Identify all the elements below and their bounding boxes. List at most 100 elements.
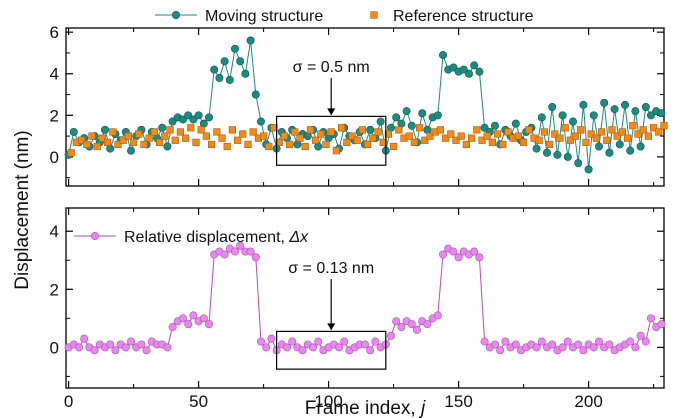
reference-point bbox=[176, 128, 185, 136]
moving-point bbox=[199, 119, 208, 128]
moving-point bbox=[402, 107, 411, 116]
top-y-tick-label: 4 bbox=[50, 65, 59, 84]
relative-point bbox=[646, 314, 655, 323]
relative-point bbox=[127, 337, 136, 346]
moving-point bbox=[605, 148, 614, 157]
reference-point bbox=[644, 132, 652, 140]
reference-point bbox=[249, 128, 257, 136]
relative-point bbox=[298, 346, 307, 355]
reference-point bbox=[421, 136, 429, 144]
moving-point bbox=[225, 75, 234, 84]
x-axis-label-text: Frame index, bbox=[305, 398, 421, 419]
moving-point bbox=[568, 117, 577, 126]
moving-point bbox=[574, 159, 583, 168]
moving-point bbox=[189, 115, 198, 124]
moving-point bbox=[407, 121, 416, 130]
reference-point bbox=[488, 138, 497, 146]
reference-point bbox=[88, 132, 96, 140]
relative-point bbox=[163, 343, 172, 352]
moving-point bbox=[376, 117, 385, 126]
top-plot-frame bbox=[65, 27, 665, 187]
relative-point bbox=[256, 337, 265, 346]
x-axis-label-variable: j bbox=[418, 398, 426, 419]
reference-point bbox=[478, 136, 486, 144]
reference-point bbox=[223, 142, 231, 151]
relative-point bbox=[236, 241, 245, 250]
top-sigma-label: σ = 0.5 nm bbox=[293, 59, 370, 76]
reference-point bbox=[239, 130, 247, 138]
relative-point bbox=[205, 320, 214, 329]
legend-relative-label: Relative displacement, Δx bbox=[124, 229, 309, 246]
moving-point bbox=[600, 98, 609, 107]
relative-point bbox=[496, 346, 505, 355]
legend-moving-marker bbox=[172, 11, 181, 20]
reference-point bbox=[161, 132, 169, 140]
relative-point bbox=[407, 320, 416, 329]
reference-point bbox=[67, 149, 75, 157]
reference-point bbox=[374, 128, 382, 136]
reference-point bbox=[93, 142, 101, 151]
moving-point bbox=[610, 105, 619, 114]
moving-point bbox=[532, 144, 541, 153]
top-y-tick-label: 2 bbox=[50, 106, 59, 125]
moving-point bbox=[184, 111, 193, 120]
reference-point bbox=[577, 126, 585, 134]
moving-point bbox=[537, 113, 546, 122]
moving-point bbox=[657, 109, 666, 118]
reference-point bbox=[270, 124, 278, 132]
relative-point bbox=[631, 343, 640, 352]
reference-point bbox=[332, 147, 341, 155]
top-sigma-box bbox=[276, 115, 387, 166]
relative-point bbox=[449, 247, 458, 256]
reference-point bbox=[296, 134, 304, 142]
reference-point bbox=[483, 132, 491, 140]
reference-point bbox=[566, 136, 574, 144]
relative-point bbox=[371, 337, 380, 346]
moving-point bbox=[168, 117, 177, 126]
reference-point bbox=[447, 130, 455, 138]
reference-point bbox=[660, 122, 668, 130]
relative-point bbox=[231, 247, 240, 256]
top-panel: 0 2 4 6 σ = 0.5 nm Moving structure Reference … bbox=[50, 8, 668, 187]
x-tick-label: 50 bbox=[189, 392, 208, 411]
reference-point bbox=[78, 136, 86, 144]
relative-point bbox=[454, 253, 463, 262]
relative-point bbox=[563, 337, 572, 346]
reference-point bbox=[291, 128, 299, 136]
relative-point bbox=[574, 340, 583, 349]
relative-point bbox=[511, 340, 520, 349]
moving-point bbox=[631, 107, 640, 116]
reference-point bbox=[369, 134, 377, 142]
reference-point bbox=[348, 132, 356, 140]
reference-point bbox=[525, 126, 533, 134]
moving-point bbox=[542, 148, 551, 157]
relative-point bbox=[438, 250, 447, 259]
reference-point bbox=[587, 130, 595, 138]
moving-point bbox=[594, 142, 603, 151]
bottom-panel: 0 2 4 0 50 100 150 200 σ = 0.13 nm Relative displ… bbox=[50, 207, 666, 411]
reference-point bbox=[535, 136, 543, 144]
reference-point bbox=[441, 134, 450, 142]
x-tick-label: 200 bbox=[574, 392, 602, 411]
reference-point bbox=[234, 136, 242, 144]
reference-point bbox=[145, 134, 153, 142]
relative-point bbox=[360, 340, 369, 349]
moving-point bbox=[641, 103, 650, 112]
reference-point bbox=[353, 136, 361, 144]
reference-point bbox=[337, 124, 346, 132]
moving-point bbox=[158, 123, 167, 132]
relative-point bbox=[470, 247, 479, 256]
relative-point bbox=[75, 343, 84, 352]
reference-point bbox=[639, 126, 647, 134]
relative-point bbox=[106, 340, 115, 349]
relative-point bbox=[386, 331, 395, 340]
moving-point bbox=[251, 90, 260, 99]
relative-point bbox=[262, 343, 271, 352]
reference-point bbox=[603, 136, 611, 144]
moving-point bbox=[553, 150, 562, 159]
reference-point bbox=[109, 128, 117, 136]
reference-point bbox=[119, 136, 127, 144]
relative-point bbox=[251, 253, 260, 262]
moving-point bbox=[101, 125, 110, 134]
relative-point bbox=[314, 337, 323, 346]
